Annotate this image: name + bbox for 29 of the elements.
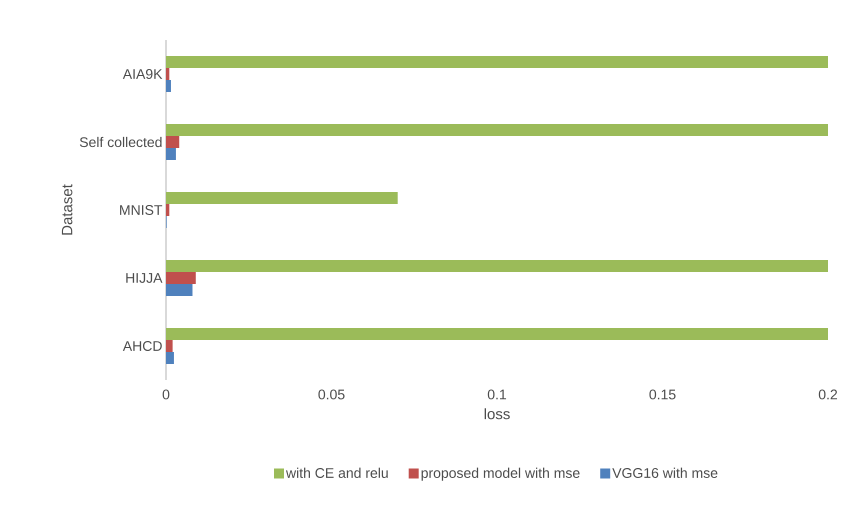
- y-tick-label: HIJJA: [126, 273, 162, 283]
- x-tick-label: 0.2: [818, 390, 838, 400]
- x-tick-label: 0.05: [318, 390, 345, 400]
- x-tick-label: 0.1: [488, 390, 506, 400]
- y-tick-label: AHCD: [122, 341, 162, 351]
- bar: [166, 56, 828, 68]
- y-axis-title: Dataset: [62, 184, 72, 235]
- bar: [166, 340, 173, 352]
- x-tick-label: 0: [162, 390, 170, 400]
- bar: [166, 192, 398, 204]
- bar: [166, 272, 196, 284]
- bar: [166, 124, 828, 136]
- bar: [166, 204, 170, 216]
- legend-label: proposed model with mse: [422, 468, 580, 481]
- bar: [166, 68, 170, 80]
- y-tick-label: MNIST: [120, 205, 162, 215]
- x-tick-label: 0.15: [649, 390, 676, 400]
- bar: [166, 136, 180, 148]
- legend-label: with CE and relu: [286, 468, 388, 478]
- y-tick-label: Self collected: [80, 136, 162, 148]
- legend-label: VGG16 with mse: [612, 468, 718, 478]
- bar: [166, 148, 176, 160]
- bar: [166, 328, 828, 340]
- y-tick-label: AIA9K: [122, 69, 162, 79]
- bar: [166, 260, 828, 272]
- bar: [166, 352, 174, 364]
- bar: [166, 284, 192, 296]
- bar: [166, 80, 171, 92]
- x-axis-title: loss: [484, 408, 510, 420]
